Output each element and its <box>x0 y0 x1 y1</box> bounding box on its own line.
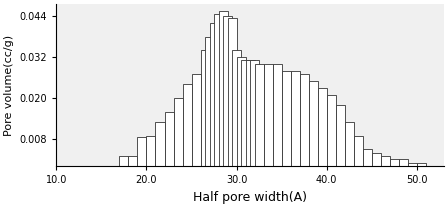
Bar <box>237 57 246 166</box>
Bar <box>327 95 336 166</box>
Bar <box>273 64 282 166</box>
Bar <box>223 16 232 166</box>
Bar <box>129 156 138 166</box>
Bar <box>228 18 237 166</box>
Bar <box>120 156 129 166</box>
Bar <box>192 74 201 166</box>
Bar <box>291 71 300 166</box>
Bar <box>241 61 250 166</box>
Bar <box>300 74 309 166</box>
Bar <box>372 153 381 166</box>
Bar <box>232 50 241 166</box>
Bar <box>214 14 223 166</box>
Bar <box>363 149 372 166</box>
Bar <box>336 105 345 166</box>
Bar <box>164 112 173 166</box>
Bar <box>417 163 426 166</box>
Bar <box>210 23 219 166</box>
Bar <box>219 11 228 166</box>
Bar <box>390 159 399 166</box>
Y-axis label: Pore volume(cc/g): Pore volume(cc/g) <box>4 35 14 136</box>
Bar <box>182 84 192 166</box>
Bar <box>246 61 254 166</box>
X-axis label: Half pore width(A): Half pore width(A) <box>193 191 307 204</box>
Bar <box>205 37 214 166</box>
Bar <box>282 71 291 166</box>
Bar <box>254 64 263 166</box>
Bar <box>173 98 182 166</box>
Bar <box>318 88 327 166</box>
Bar <box>146 136 155 166</box>
Bar <box>138 137 146 166</box>
Bar <box>381 156 390 166</box>
Bar <box>345 122 354 166</box>
Bar <box>309 81 318 166</box>
Bar <box>354 136 363 166</box>
Bar <box>408 163 417 166</box>
Bar <box>263 64 273 166</box>
Bar <box>155 122 164 166</box>
Bar <box>399 159 408 166</box>
Bar <box>250 61 259 166</box>
Bar <box>201 50 210 166</box>
